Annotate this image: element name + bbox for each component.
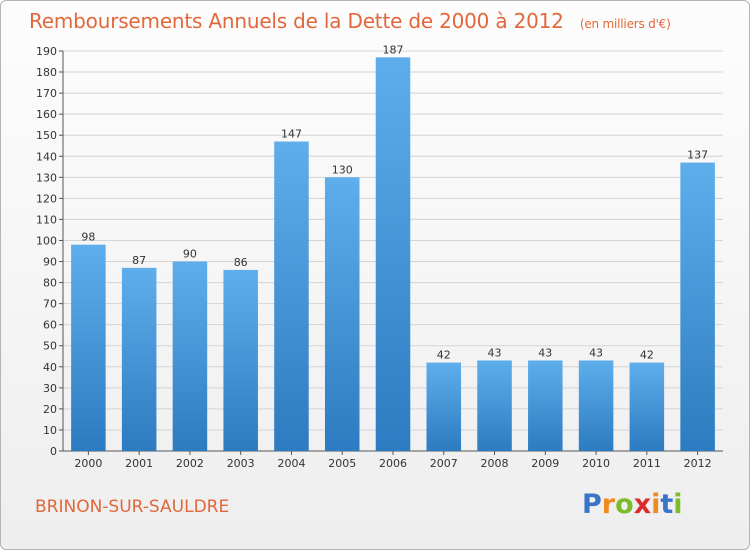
value-labels: 98 87 90 86 147 130 187 42 43 43 43 42 137 — [81, 43, 708, 361]
bar-2003 — [223, 269, 258, 451]
bars — [71, 57, 715, 452]
x-tick-label-2002: 2002 — [176, 457, 204, 470]
logo-letter: P — [582, 489, 602, 520]
logo-letter: x — [633, 489, 652, 520]
logo-letter: i — [673, 489, 683, 520]
value-label-2009: 43 — [538, 346, 552, 359]
y-tick-label: 0 — [50, 445, 57, 458]
value-label-2008: 43 — [488, 346, 502, 359]
bar-2001 — [121, 267, 157, 451]
y-tick-label: 20 — [43, 403, 57, 416]
x-tick-label-2000: 2000 — [74, 457, 102, 470]
y-tick-label: 180 — [36, 66, 57, 79]
x-tick-label-2007: 2007 — [430, 457, 458, 470]
chart-title-block: Remboursements Annuels de la Dette de 20… — [29, 9, 671, 33]
y-tick-label: 190 — [36, 45, 57, 58]
bar-2006 — [375, 57, 411, 451]
bar-2005 — [324, 177, 360, 451]
x-tick-label-2010: 2010 — [582, 457, 610, 470]
value-label-2001: 87 — [132, 254, 146, 267]
bar-2012 — [680, 162, 715, 451]
bar-2009 — [528, 360, 563, 451]
y-tick-label: 30 — [43, 382, 57, 395]
chart-subtitle: (en milliers d'€) — [579, 17, 671, 31]
value-label-2006: 187 — [383, 43, 404, 56]
value-label-2004: 147 — [281, 128, 302, 141]
y-tick-label: 40 — [43, 361, 57, 374]
chart-title: Remboursements Annuels de la Dette de 20… — [29, 9, 564, 33]
x-tick-label-2003: 2003 — [227, 457, 255, 470]
value-label-2000: 98 — [81, 231, 95, 244]
value-label-2007: 42 — [437, 349, 451, 362]
y-tick-label: 150 — [36, 129, 57, 142]
value-label-2011: 42 — [640, 349, 654, 362]
bar-2002 — [172, 261, 208, 451]
y-tick-label: 50 — [43, 340, 57, 353]
y-tick-label: 10 — [43, 424, 57, 437]
x-tick-label-2006: 2006 — [379, 457, 407, 470]
value-label-2003: 86 — [234, 256, 248, 269]
bar-2004 — [274, 141, 309, 452]
proxiti-logo: Proxiti — [582, 489, 683, 520]
value-label-2012: 137 — [687, 149, 708, 162]
logo-letter: t — [660, 489, 674, 520]
value-label-2010: 43 — [589, 346, 603, 359]
y-tick-label: 120 — [36, 192, 57, 205]
logo-letter: i — [651, 489, 661, 520]
x-tick-label-2004: 2004 — [277, 457, 305, 470]
value-label-2002: 90 — [183, 248, 197, 261]
bar-2007 — [426, 362, 462, 451]
logo-letter: o — [615, 489, 634, 520]
x-tick-label-2009: 2009 — [531, 457, 559, 470]
y-tick-label: 130 — [36, 171, 57, 184]
y-tick-label: 170 — [36, 87, 57, 100]
y-tick-label: 110 — [36, 213, 57, 226]
y-tick-label: 60 — [43, 319, 57, 332]
y-tick-label: 70 — [43, 298, 57, 311]
x-tick-label-2001: 2001 — [125, 457, 153, 470]
y-tick-label: 80 — [43, 277, 57, 290]
y-tick-label: 160 — [36, 108, 57, 121]
y-tick-label: 90 — [43, 256, 57, 269]
x-tick-label-2011: 2011 — [633, 457, 661, 470]
y-tick-label: 100 — [36, 234, 57, 247]
bar-2011 — [629, 362, 665, 451]
bar-2010 — [578, 360, 614, 451]
x-tick-label-2008: 2008 — [481, 457, 509, 470]
x-tick-label-2012: 2012 — [684, 457, 712, 470]
commune-name: BRINON-SUR-SAULDRE — [35, 497, 230, 517]
bar-2000 — [71, 244, 106, 451]
y-tick-label: 140 — [36, 150, 57, 163]
x-tick-label-2005: 2005 — [328, 457, 356, 470]
bar-2008 — [477, 360, 512, 451]
logo-letter: r — [601, 489, 616, 520]
value-label-2005: 130 — [332, 163, 353, 176]
